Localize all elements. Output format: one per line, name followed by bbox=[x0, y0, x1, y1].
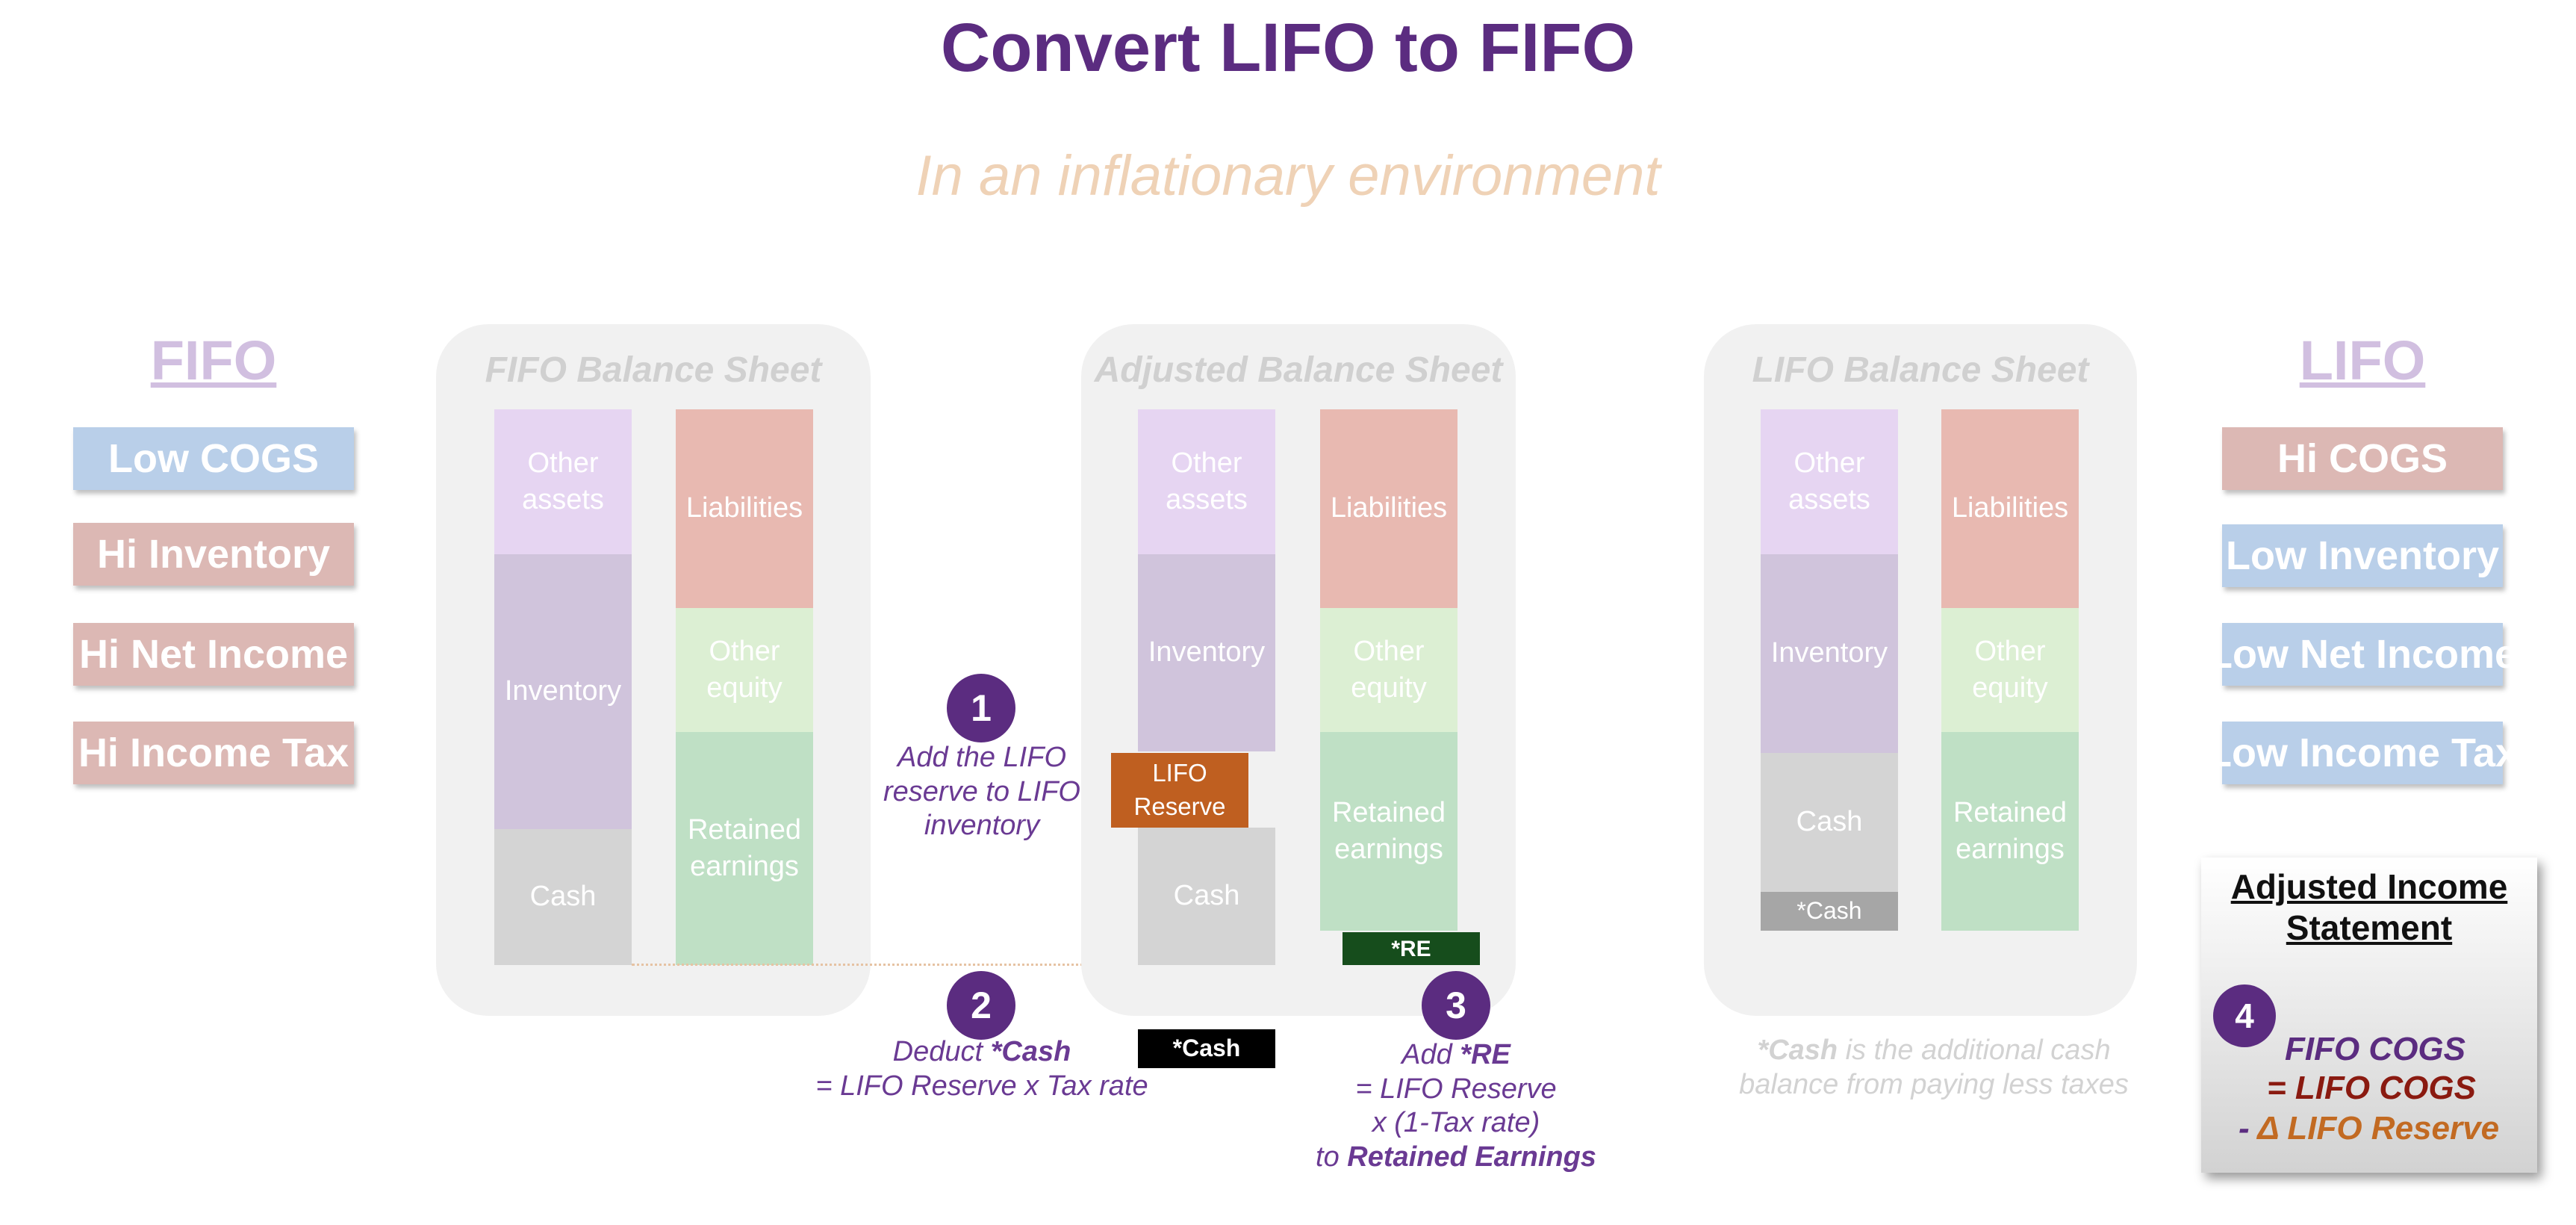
fifo-item-hi-income-tax: Hi Income Tax bbox=[73, 722, 354, 784]
fifo-item-low-cogs: Low COGS bbox=[73, 427, 354, 490]
lifo-inventory-block: Inventory bbox=[1761, 554, 1898, 753]
step-2-prefix: Deduct bbox=[892, 1036, 991, 1067]
step-3-line4-prefix: to bbox=[1316, 1141, 1348, 1173]
cash-note-rest: is the additional cash bbox=[1838, 1035, 2111, 1066]
cash-note: *Cash is the additional cash balance fro… bbox=[1695, 1034, 2173, 1102]
income-line-lifo-cogs: = LIFO COGS bbox=[2267, 1070, 2476, 1106]
cash-deduction-tag: *Cash bbox=[1138, 1029, 1275, 1068]
re-tag: *RE bbox=[1343, 932, 1480, 965]
adjusted-liabilities-block: Liabilities bbox=[1320, 409, 1457, 608]
fifo-inventory-block: Inventory bbox=[494, 554, 632, 829]
step-4-badge: 4 bbox=[2213, 984, 2276, 1047]
fifo-item-hi-net-income: Hi Net Income bbox=[73, 623, 354, 686]
cash-note-line2: balance from paying less taxes bbox=[1739, 1068, 2129, 1100]
step-3-badge: 3 bbox=[1422, 971, 1490, 1040]
lifo-retained-earnings-block: Retained earnings bbox=[1941, 732, 2079, 931]
lifo-item-low-inventory: Low Inventory bbox=[2222, 524, 2503, 587]
income-line-delta-reserve: - Δ LIFO Reserve bbox=[2239, 1110, 2499, 1147]
step-3-line4-bold: Retained Earnings bbox=[1347, 1141, 1596, 1173]
cash-note-bold: *Cash bbox=[1757, 1035, 1838, 1066]
page-title: Convert LIFO to FIFO bbox=[940, 10, 1636, 86]
lifo-item-low-net-income: Low Net Income bbox=[2208, 623, 2517, 686]
fifo-item-hi-inventory: Hi Inventory bbox=[73, 523, 354, 586]
adjusted-retained-earnings-block: Retained earnings bbox=[1320, 732, 1457, 931]
lifo-heading: LIFO bbox=[2299, 329, 2426, 391]
adjusted-other-assets-block: Other assets bbox=[1138, 409, 1275, 554]
adjusted-other-equity-block: Other equity bbox=[1320, 608, 1457, 732]
lifo-reserve-block: LIFO Reserve bbox=[1111, 753, 1248, 828]
adjusted-cash-block: Cash bbox=[1138, 828, 1275, 965]
adjusted-income-statement-card: Adjusted Income Statement 4 FIFO COGS = … bbox=[2201, 858, 2537, 1173]
step-2-bold: *Cash bbox=[990, 1036, 1071, 1067]
fifo-liabilities-block: Liabilities bbox=[676, 409, 813, 608]
fifo-balance-sheet-title: FIFO Balance Sheet bbox=[485, 350, 822, 390]
income-line-delta-text: Δ LIFO Reserve bbox=[2257, 1110, 2500, 1147]
income-card-title: Adjusted Income Statement bbox=[2201, 866, 2537, 949]
fifo-other-assets-block: Other assets bbox=[494, 409, 632, 554]
adjusted-inventory-block: Inventory bbox=[1138, 554, 1275, 751]
step-2-note: Deduct *Cash = LIFO Reserve x Tax rate bbox=[777, 1035, 1187, 1103]
lifo-balance-sheet-title: LIFO Balance Sheet bbox=[1752, 350, 2089, 390]
lifo-liabilities-block: Liabilities bbox=[1941, 409, 2079, 608]
dotted-guideline bbox=[632, 964, 1344, 966]
income-card-title-line2: Statement bbox=[2286, 908, 2453, 948]
page-subtitle: In an inflationary environment bbox=[915, 144, 1661, 208]
step-2-badge: 2 bbox=[947, 971, 1015, 1040]
step-3-bold: *RE bbox=[1460, 1039, 1511, 1070]
step-2-line2: = LIFO Reserve x Tax rate bbox=[815, 1070, 1148, 1102]
income-card-title-line1: Adjusted Income bbox=[2230, 867, 2508, 906]
fifo-other-equity-block: Other equity bbox=[676, 608, 813, 732]
lifo-other-assets-block: Other assets bbox=[1761, 409, 1898, 554]
lifo-cash-tag: *Cash bbox=[1761, 892, 1898, 931]
step-3-line3: x (1-Tax rate) bbox=[1372, 1107, 1540, 1139]
lifo-other-equity-block: Other equity bbox=[1941, 608, 2079, 732]
lifo-item-low-income-tax: Low Income Tax bbox=[2207, 722, 2518, 784]
step-1-note: Add the LIFO reserve to LIFO inventory bbox=[883, 742, 1080, 842]
step-3-line2: = LIFO Reserve bbox=[1355, 1073, 1557, 1105]
step-1-badge: 1 bbox=[947, 674, 1015, 742]
step-3-prefix: Add bbox=[1401, 1039, 1460, 1070]
income-line-minus: - bbox=[2239, 1110, 2258, 1147]
lifo-cash-block: Cash bbox=[1761, 753, 1898, 892]
income-line-fifo-cogs: FIFO COGS bbox=[2285, 1031, 2465, 1067]
step-3-note: Add *RE = LIFO Reserve x (1-Tax rate) to… bbox=[1269, 1038, 1643, 1174]
lifo-item-hi-cogs: Hi COGS bbox=[2222, 427, 2503, 490]
fifo-retained-earnings-block: Retained earnings bbox=[676, 732, 813, 965]
fifo-heading: FIFO bbox=[150, 329, 277, 391]
adjusted-balance-sheet-title: Adjusted Balance Sheet bbox=[1094, 350, 1503, 390]
fifo-cash-block: Cash bbox=[494, 829, 632, 965]
